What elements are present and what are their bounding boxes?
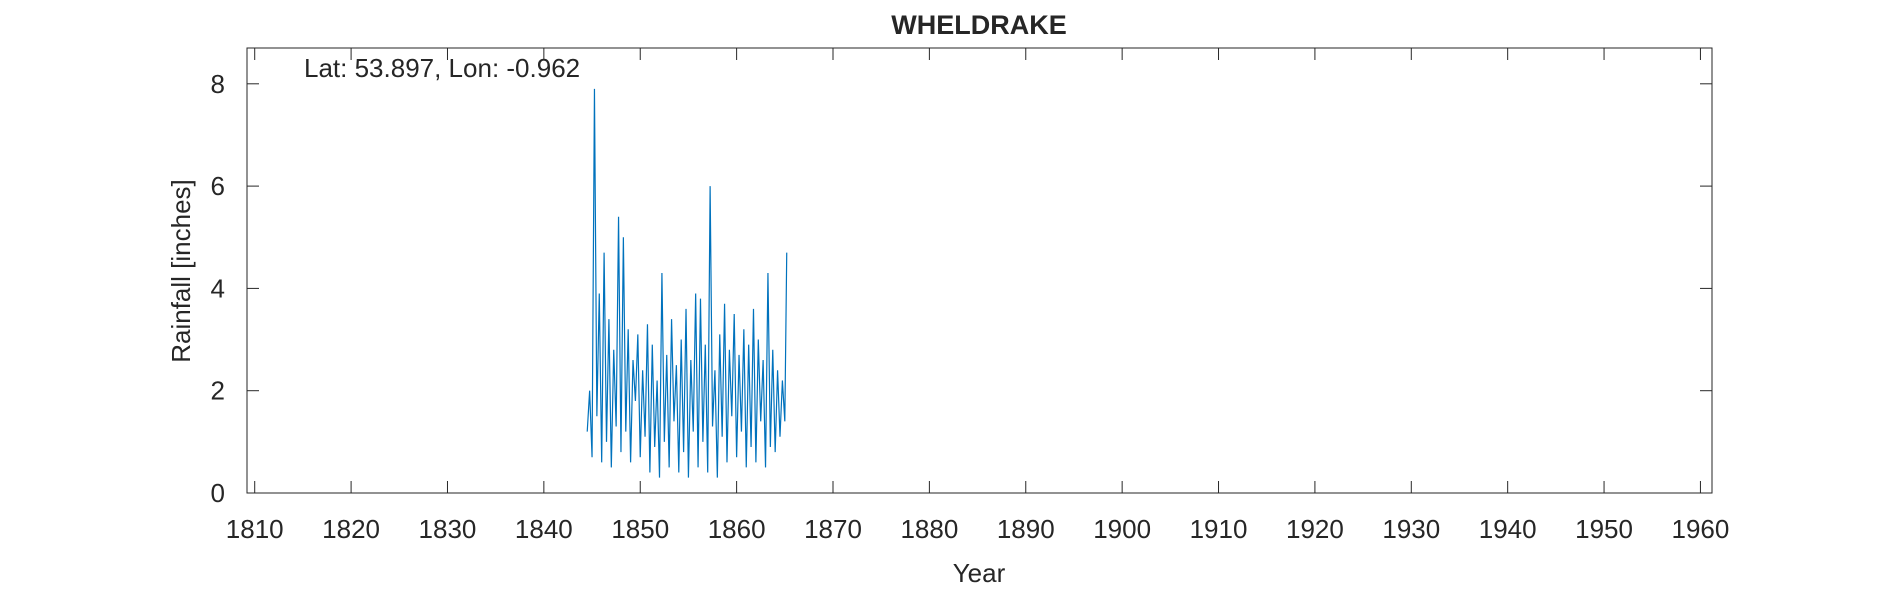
plot-area (246, 47, 1713, 494)
x-tick-label: 1900 (1093, 514, 1151, 544)
x-tick-label: 1840 (515, 514, 573, 544)
x-tick-label: 1920 (1286, 514, 1344, 544)
chart-title: WHELDRAKE (891, 10, 1067, 40)
x-axis-label: Year (953, 558, 1006, 588)
x-tick-label: 1950 (1575, 514, 1633, 544)
y-axis-label: Rainfall [inches] (166, 179, 196, 363)
x-tick-label: 1960 (1672, 514, 1730, 544)
y-tick-label: 8 (211, 69, 225, 99)
x-tick-label: 1850 (611, 514, 669, 544)
y-tick-label: 4 (211, 273, 225, 303)
x-tick-label: 1810 (226, 514, 284, 544)
x-tick-label: 1820 (322, 514, 380, 544)
x-tick-label: 1880 (900, 514, 958, 544)
x-tick-label: 1890 (997, 514, 1055, 544)
data-line (586, 88, 788, 478)
y-tick-label: 2 (211, 376, 225, 406)
x-tick-label: 1830 (419, 514, 477, 544)
y-tick-label: 6 (211, 171, 225, 201)
y-tick-label: 0 (211, 478, 225, 508)
x-tick-label: 1860 (708, 514, 766, 544)
annotation: Lat: 53.897, Lon: -0.962 (304, 53, 580, 83)
x-tick-label: 1910 (1190, 514, 1248, 544)
x-tick-label: 1940 (1479, 514, 1537, 544)
x-tick-label: 1930 (1382, 514, 1440, 544)
x-tick-label: 1870 (804, 514, 862, 544)
